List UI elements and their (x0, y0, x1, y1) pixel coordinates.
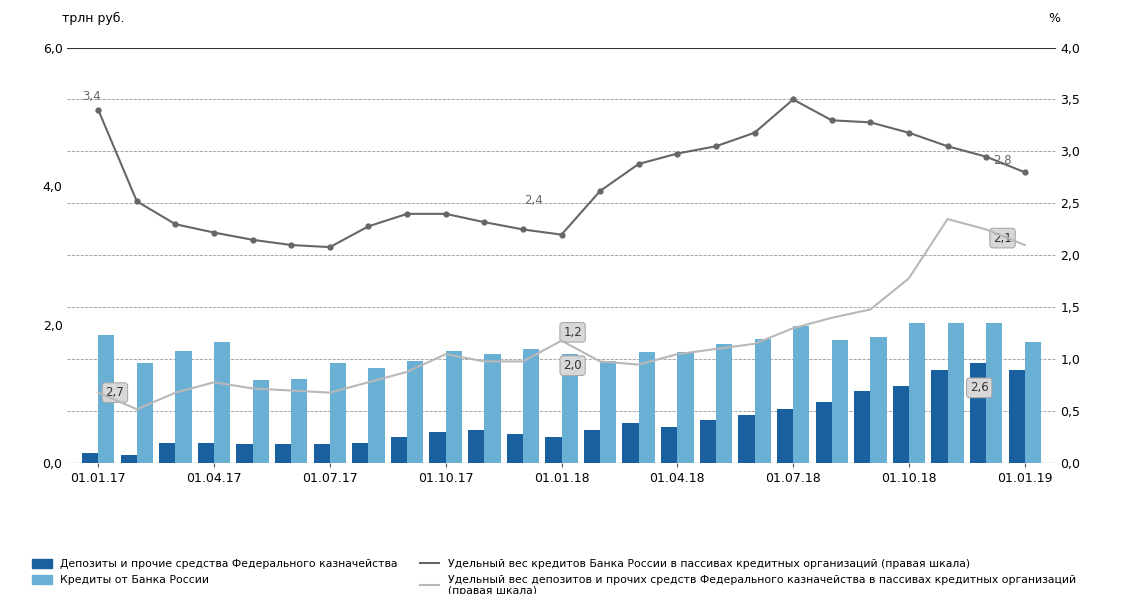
Bar (755, 339, 770, 463)
Bar (429, 432, 446, 463)
Bar (330, 363, 346, 463)
Bar (391, 437, 407, 463)
Bar (137, 363, 153, 463)
Bar (506, 434, 523, 463)
Bar (523, 349, 539, 463)
Text: 2,1: 2,1 (993, 232, 1012, 245)
Bar (661, 427, 677, 463)
Bar (82, 453, 99, 463)
Text: 2,6: 2,6 (970, 381, 988, 394)
Bar (446, 351, 462, 463)
Bar (562, 354, 577, 463)
Bar (214, 342, 230, 463)
Bar (909, 323, 925, 463)
Bar (600, 361, 617, 463)
Bar (700, 421, 716, 463)
Bar (584, 430, 600, 463)
Bar (353, 443, 368, 463)
Bar (237, 444, 253, 463)
Bar (716, 344, 732, 463)
Bar (1024, 342, 1041, 463)
Bar (1008, 369, 1024, 463)
Bar (931, 369, 948, 463)
Bar (793, 326, 810, 463)
Bar (175, 351, 192, 463)
Legend: Депозиты и прочие средства Федерального казначейства, Кредиты от Банка России, У: Депозиты и прочие средства Федерального … (28, 554, 1080, 594)
Bar (275, 444, 291, 463)
Bar (198, 443, 214, 463)
Bar (855, 391, 870, 463)
Bar (253, 380, 268, 463)
Bar (99, 335, 115, 463)
Bar (870, 337, 886, 463)
Bar (546, 437, 562, 463)
Text: трлн руб.: трлн руб. (63, 11, 125, 24)
Text: 2,8: 2,8 (993, 154, 1012, 167)
Text: 3,4: 3,4 (82, 90, 101, 103)
Bar (291, 379, 308, 463)
Bar (313, 444, 330, 463)
Bar (677, 352, 694, 463)
Bar (639, 352, 655, 463)
Text: 2,4: 2,4 (524, 194, 544, 207)
Bar (368, 368, 385, 463)
Bar (832, 340, 848, 463)
Bar (815, 402, 832, 463)
Bar (407, 361, 423, 463)
Bar (468, 430, 484, 463)
Bar (622, 423, 639, 463)
Text: 1,2: 1,2 (564, 326, 582, 339)
Bar (120, 455, 137, 463)
Text: 2,7: 2,7 (106, 386, 125, 399)
Bar (948, 323, 964, 463)
Bar (159, 443, 175, 463)
Bar (738, 415, 755, 463)
Bar (484, 354, 501, 463)
Bar (777, 409, 793, 463)
Bar (986, 323, 1003, 463)
Text: 2,0: 2,0 (564, 359, 582, 372)
Bar (893, 386, 909, 463)
Bar (970, 363, 986, 463)
Text: %: % (1049, 12, 1060, 24)
